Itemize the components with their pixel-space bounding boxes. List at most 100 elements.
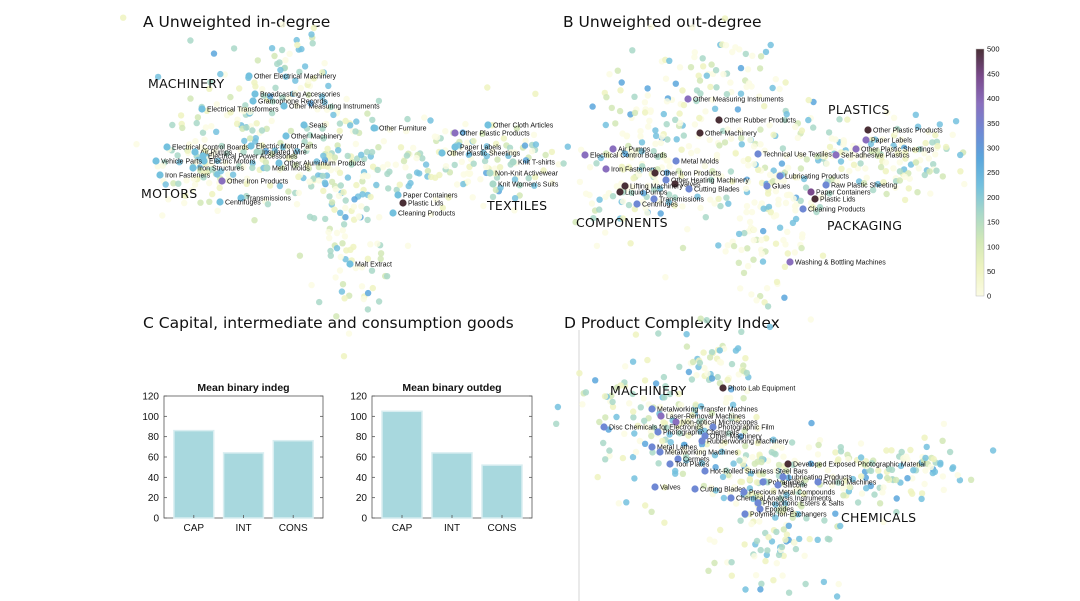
network-node xyxy=(745,162,752,169)
colorbar-tick-label: 150 xyxy=(987,218,1000,227)
network-node xyxy=(882,159,890,166)
network-node xyxy=(863,485,870,492)
network-node xyxy=(659,151,667,159)
network-node xyxy=(641,99,649,106)
network-node xyxy=(694,147,701,154)
network-node xyxy=(494,156,501,163)
network-node xyxy=(154,163,161,170)
network-node xyxy=(434,134,441,141)
network-node xyxy=(927,190,934,197)
node-label: Other Plastic Products xyxy=(460,131,530,138)
highlight-node xyxy=(654,428,662,436)
network-node xyxy=(649,449,656,456)
network-node xyxy=(807,460,815,467)
network-node xyxy=(932,131,939,139)
network-node xyxy=(772,188,780,195)
network-node xyxy=(880,179,887,186)
network-node xyxy=(828,135,835,142)
network-node xyxy=(403,152,411,159)
network-node xyxy=(757,546,764,554)
network-node xyxy=(707,83,714,91)
network-node xyxy=(696,114,703,122)
network-node xyxy=(715,242,722,249)
network-node xyxy=(748,208,756,216)
network-node xyxy=(738,134,745,142)
network-node xyxy=(386,126,394,133)
network-node xyxy=(602,414,609,421)
node-label: Disc Chemicals for Electronics xyxy=(609,425,704,432)
network-node xyxy=(727,135,735,142)
node-label: Metal Molds xyxy=(681,159,719,166)
network-node xyxy=(844,456,852,463)
network-node xyxy=(740,269,748,277)
network-node xyxy=(688,376,696,383)
network-node xyxy=(722,42,730,49)
network-node xyxy=(410,144,417,152)
network-node xyxy=(342,214,349,221)
network-node xyxy=(629,358,637,365)
network-node xyxy=(647,107,654,114)
network-node xyxy=(616,107,624,115)
network-node xyxy=(725,200,732,207)
network-node xyxy=(879,136,886,143)
highlight-node xyxy=(691,485,699,493)
network-node xyxy=(805,444,813,451)
network-node xyxy=(227,93,234,101)
network-node xyxy=(734,345,742,352)
network-node xyxy=(753,297,760,304)
network-node xyxy=(642,205,649,212)
network-node xyxy=(609,398,616,406)
network-node xyxy=(842,477,849,484)
network-node xyxy=(451,161,458,169)
network-node xyxy=(691,49,698,56)
network-node xyxy=(216,184,223,192)
network-node xyxy=(350,203,358,210)
node-label: Centrifuges xyxy=(642,202,678,209)
network-node xyxy=(716,358,723,366)
network-node xyxy=(529,147,536,155)
network-node xyxy=(956,477,964,484)
highlight-node xyxy=(438,149,446,157)
network-node xyxy=(483,163,490,171)
network-node xyxy=(588,200,596,207)
network-node xyxy=(697,90,704,97)
network-node xyxy=(729,178,736,185)
node-label: Washing & Bottling Machines xyxy=(795,260,886,267)
node-label: Paper Labels xyxy=(871,138,913,145)
network-node xyxy=(616,150,623,158)
highlight-node xyxy=(218,177,226,185)
network-node xyxy=(708,61,715,68)
network-node xyxy=(516,182,523,189)
network-node xyxy=(921,480,928,488)
node-label: Transmissions xyxy=(246,196,291,203)
highlight-node xyxy=(633,200,641,208)
network-node xyxy=(354,155,361,162)
network-node xyxy=(314,106,321,113)
network-node xyxy=(629,390,636,398)
highlight-node xyxy=(216,198,224,206)
network-node xyxy=(470,137,477,145)
network-node xyxy=(369,163,377,170)
network-node xyxy=(957,151,964,159)
network-node xyxy=(748,291,755,298)
network-node xyxy=(796,477,803,484)
network-node xyxy=(728,386,735,393)
node-label: Other Machinery xyxy=(291,134,343,141)
network-node xyxy=(666,390,674,398)
network-node xyxy=(320,187,327,195)
highlight-node xyxy=(779,473,787,481)
network-node xyxy=(343,247,350,254)
network-node xyxy=(296,68,303,76)
network-node xyxy=(332,186,339,193)
network-node xyxy=(708,409,716,417)
network-node xyxy=(337,209,344,216)
network-node xyxy=(662,274,669,281)
network-node xyxy=(706,136,713,144)
network-node xyxy=(318,93,326,100)
network-node xyxy=(734,416,741,423)
network-node xyxy=(208,123,215,130)
network-node xyxy=(967,476,975,483)
network-node xyxy=(359,178,366,185)
network-node xyxy=(743,208,750,216)
network-node xyxy=(249,164,256,172)
